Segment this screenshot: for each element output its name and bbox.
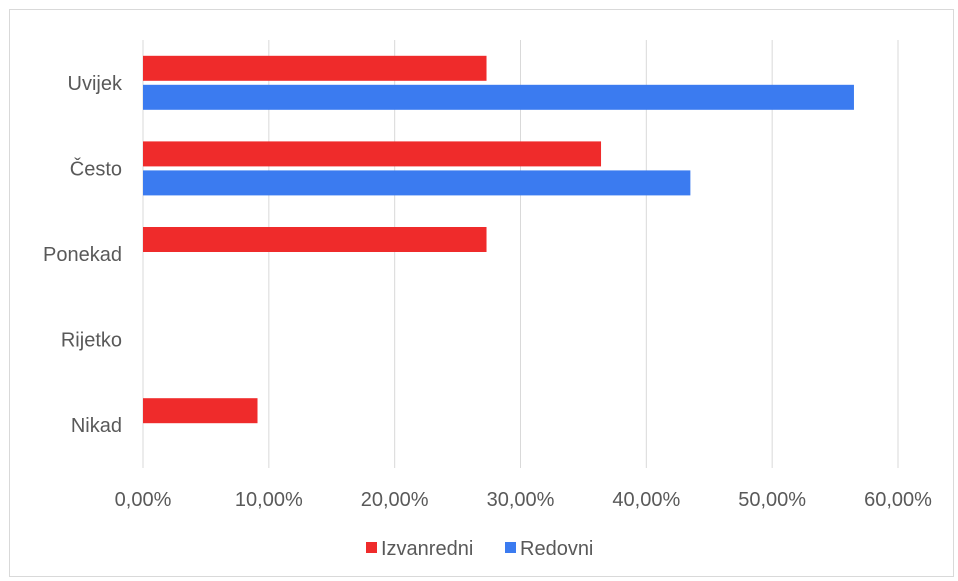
category-label: Nikad bbox=[71, 415, 122, 437]
bar-izvanredni-4 bbox=[143, 398, 258, 424]
legend-label: Redovni bbox=[520, 538, 593, 560]
category-label: Rijetko bbox=[61, 330, 122, 352]
x-tick-label: 50,00% bbox=[738, 489, 806, 511]
bar-izvanredni-0 bbox=[143, 55, 487, 81]
x-tick-label: 0,00% bbox=[115, 489, 172, 511]
bars bbox=[143, 55, 854, 424]
category-label: Ponekad bbox=[43, 244, 122, 266]
x-tick-label: 20,00% bbox=[361, 489, 429, 511]
legend-swatch bbox=[366, 542, 377, 553]
legend-swatch bbox=[505, 542, 516, 553]
category-label: Često bbox=[70, 157, 122, 180]
x-tick-label: 10,00% bbox=[235, 489, 303, 511]
category-label: Uvijek bbox=[68, 73, 123, 95]
legend: Izvanredni Redovni bbox=[366, 538, 593, 560]
x-tick-label: 30,00% bbox=[487, 489, 555, 511]
bar-redovni-1 bbox=[143, 170, 691, 196]
gridlines bbox=[142, 40, 899, 468]
x-tick-label: 40,00% bbox=[612, 489, 680, 511]
x-tick-label: 60,00% bbox=[864, 489, 932, 511]
axis-labels: 0,00% 10,00% 20,00% 30,00% 40,00% 50,00% 60,00… bbox=[43, 73, 932, 511]
legend-label: Izvanredni bbox=[381, 538, 473, 560]
bar-izvanredni-2 bbox=[143, 227, 487, 252]
bar-izvanredni-1 bbox=[143, 141, 602, 167]
bar-redovni-0 bbox=[143, 84, 854, 110]
